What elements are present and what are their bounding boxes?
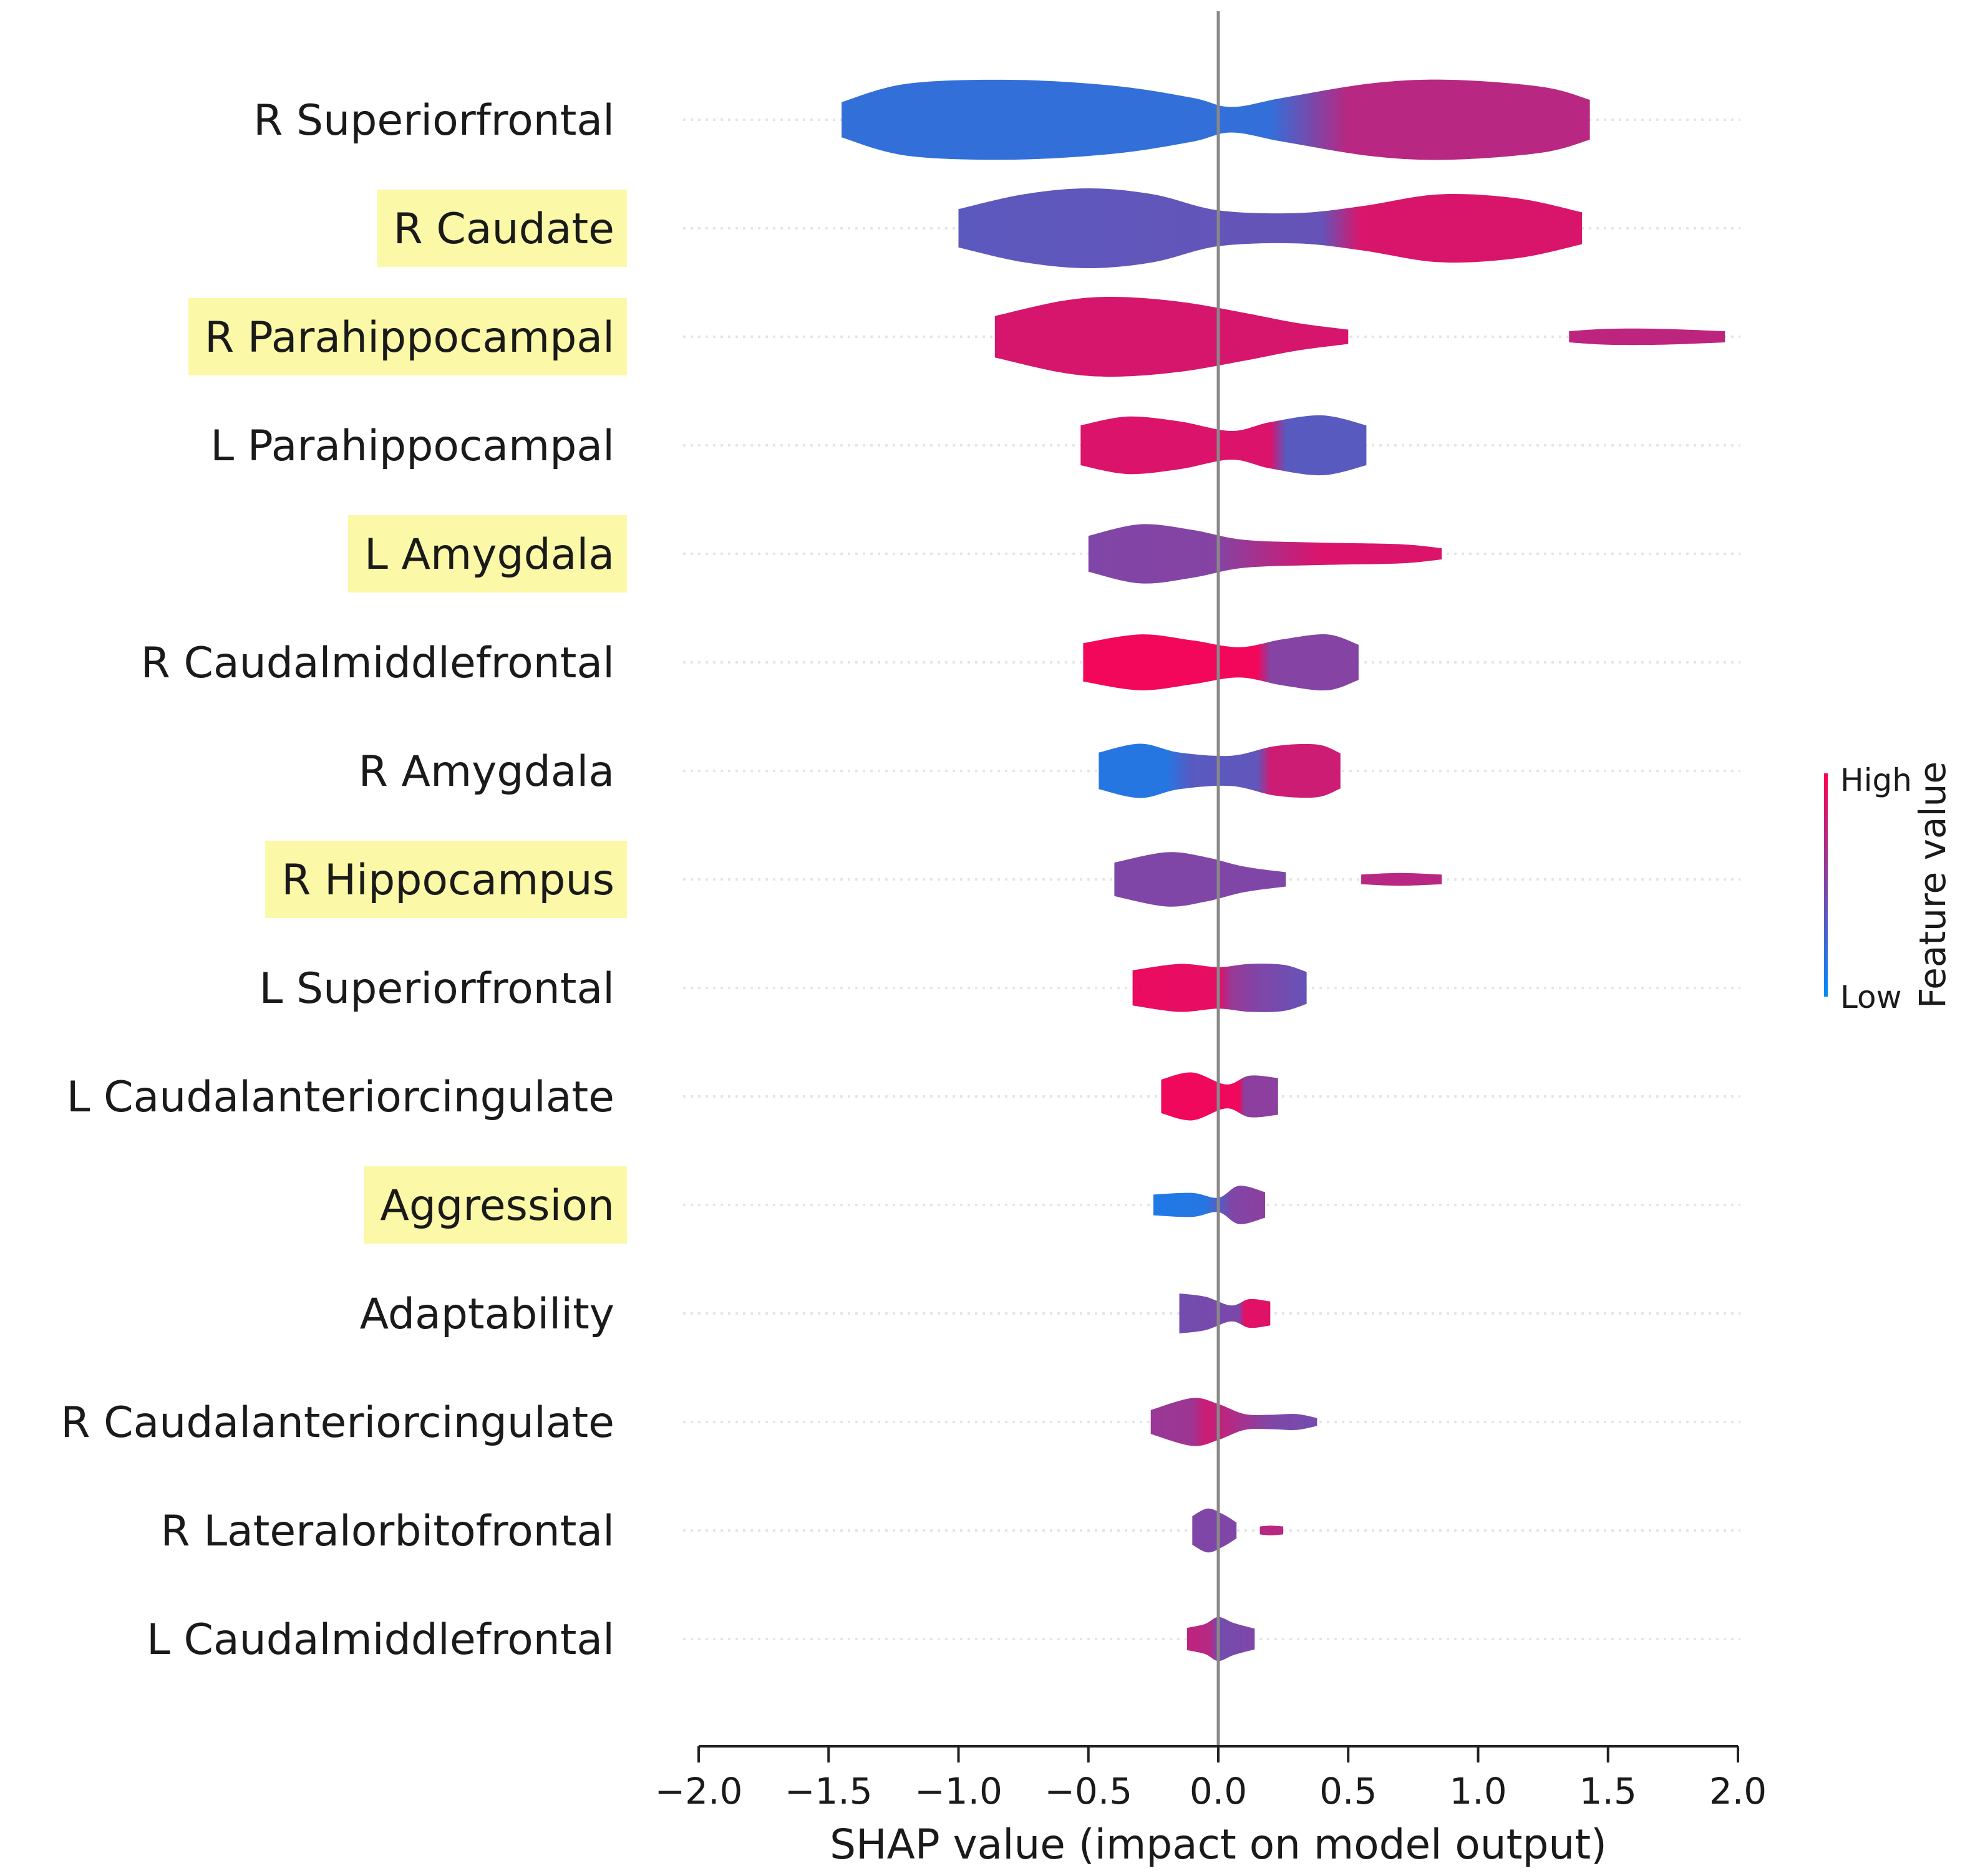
feature-label-l-parahippocampal: L Parahippocampal [210,422,614,471]
feature-label-r-hippocampus: R Hippocampus [281,856,614,905]
violin-r-lateralorbitofrontal-part-1 [1192,1508,1237,1553]
violin-r-superiorfrontal [842,79,1590,160]
violin-l-amygdala [1088,524,1442,584]
violin-r-parahippocampal-part-2 [1569,328,1725,346]
violin-r-caudalmiddlefrontal [1083,634,1359,691]
x-tick-label: 0.0 [1190,1770,1247,1812]
x-tick-label: 0.5 [1319,1770,1377,1812]
highlight-aggression [364,1166,627,1244]
violin-r-parahippocampal-part-1 [994,296,1349,377]
x-tick-label: 2.0 [1709,1770,1767,1812]
feature-label-l-caudalanteriorcingulate: L Caudalanteriorcingulate [67,1073,614,1122]
feature-label-r-caudalanteriorcingulate: R Caudalanteriorcingulate [61,1398,614,1448]
feature-label-r-lateralorbitofrontal: R Lateralorbitofrontal [160,1507,614,1556]
feature-label-r-caudalmiddlefrontal: R Caudalmiddlefrontal [141,639,614,688]
feature-label-r-parahippocampal: R Parahippocampal [205,313,614,362]
violin-l-caudalmiddlefrontal [1187,1617,1255,1661]
violin-r-hippocampus-part-2 [1361,873,1442,886]
highlight-l-amygdala [347,515,627,592]
colorbar-high-label: High [1840,762,1912,798]
highlight-r-parahippocampal [188,298,627,375]
violins [842,79,1725,1661]
x-tick-label: −2.0 [655,1770,743,1812]
feature-label-aggression: Aggression [380,1181,614,1231]
highlight-r-hippocampus [265,841,627,918]
violin-r-caudate [958,188,1583,268]
violin-r-caudalanteriorcingulate [1150,1398,1317,1446]
colorbar: High Low Feature value [1824,762,1954,1015]
feature-label-r-superiorfrontal: R Superiorfrontal [253,96,614,145]
x-axis: −2.0 −1.5 −1.0 −0.5 0.0 0.5 1.0 1.5 2.0 [655,1745,1767,1812]
x-tick-label: 1.5 [1579,1770,1637,1812]
colorbar-title: Feature value [1911,762,1954,1008]
x-tick-label: −0.5 [1044,1770,1132,1812]
feature-label-adaptability: Adaptability [360,1290,614,1339]
violin-adaptability [1179,1293,1271,1333]
violin-l-parahippocampal [1080,415,1367,476]
colorbar-low-label: Low [1840,979,1901,1015]
feature-label-l-caudalmiddlefrontal: L Caudalmiddlefrontal [147,1615,614,1665]
highlight-r-caudate [377,190,627,267]
feature-label-r-amygdala: R Amygdala [359,747,614,796]
x-tick-label: 1.0 [1449,1770,1506,1812]
feature-label-r-caudate: R Caudate [394,205,614,254]
violin-r-lateralorbitofrontal-part-2 [1259,1525,1284,1535]
colorbar-gradient [1824,773,1828,997]
violin-aggression [1153,1186,1265,1224]
feature-label-l-amygdala: L Amygdala [364,530,614,579]
feature-labels: R Superiorfrontal R Caudate R Parahippocam… [61,96,614,1665]
x-tick-label: −1.5 [785,1770,873,1812]
violin-r-hippocampus-part-1 [1114,852,1286,907]
x-tick-label: −1.0 [915,1770,1002,1812]
label-highlights [188,190,627,1244]
x-axis-title: SHAP value (impact on model output) [830,1820,1607,1869]
feature-label-l-superiorfrontal: L Superiorfrontal [260,964,615,1013]
